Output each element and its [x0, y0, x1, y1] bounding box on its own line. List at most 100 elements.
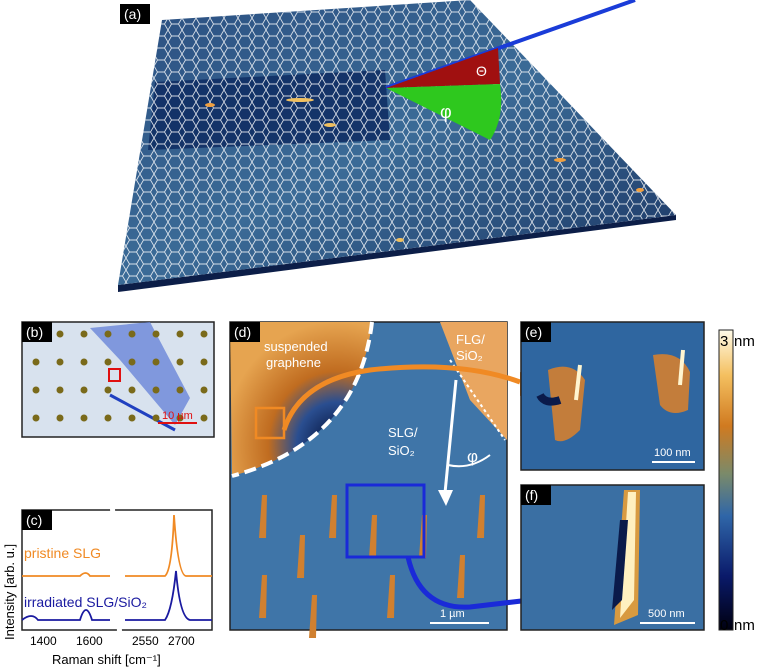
graphene-flake — [90, 322, 190, 425]
theta-label: Θ — [476, 63, 487, 79]
ion-track — [259, 575, 267, 618]
panel-d-label: (d) — [234, 324, 251, 340]
hole — [176, 414, 184, 422]
ion-track — [329, 495, 337, 538]
hole — [32, 414, 40, 422]
scalebar-f-label: 500 nm — [648, 608, 685, 620]
flg-region — [440, 322, 507, 440]
tick-1400: 1400 — [30, 634, 57, 648]
hole — [176, 330, 184, 338]
slg-direction-arrow — [443, 379, 458, 494]
hole — [80, 358, 88, 366]
panel-b: 10 µm (b) — [21, 321, 215, 438]
panel-c: pristine SLG irradiated SLG/SiO₂ 1400 16… — [2, 499, 213, 667]
hole — [152, 386, 160, 394]
hole — [80, 414, 88, 422]
track-e-1 — [574, 364, 582, 401]
flg-label-2: SiO₂ — [456, 348, 483, 363]
region-marker — [108, 368, 121, 382]
hole — [80, 386, 88, 394]
panel-a: Θ φ (a) — [118, 0, 676, 292]
slg-label-1: SLG/ — [388, 425, 418, 440]
phi-wedge — [386, 84, 502, 140]
hole — [56, 414, 64, 422]
hole — [176, 386, 184, 394]
surface-defects — [205, 98, 644, 242]
hole — [32, 386, 40, 394]
panel-d: φ suspended graphene FLG/ SiO₂ SLG/ SiO₂… — [229, 321, 556, 638]
hole — [104, 358, 112, 366]
ion-track — [457, 555, 465, 598]
hole — [56, 386, 64, 394]
sample-slab-side — [118, 215, 676, 292]
hole — [32, 358, 40, 366]
ion-track — [297, 535, 305, 578]
colorbar-max: 3 — [720, 333, 728, 350]
flg-label-1: FLG/ — [456, 332, 485, 347]
panel-f: 500 nm (f) — [520, 484, 705, 631]
flake-stripe — [109, 393, 176, 432]
scalebar-d-label: 1 µm — [440, 608, 465, 620]
hole — [152, 330, 160, 338]
hole — [128, 386, 136, 394]
panel-c-label: (c) — [26, 512, 42, 528]
suspended-label-2: graphene — [266, 355, 321, 370]
zoom-box-blue — [345, 483, 426, 559]
ion-track — [477, 495, 485, 538]
c-xlabel: Raman shift [cm⁻¹] — [52, 652, 161, 667]
panel-f-label: (f) — [525, 487, 538, 503]
arrow-to-e — [281, 364, 521, 431]
track-e-2 — [678, 349, 685, 386]
series-irradiated-line — [21, 570, 212, 621]
colorbar-gradient — [718, 329, 734, 631]
ion-track — [259, 495, 267, 538]
c-ylabel: Intensity [arb. u.] — [2, 544, 17, 640]
ion-track — [369, 515, 377, 558]
panel-e: 100 nm (e) — [520, 321, 705, 471]
hole — [176, 358, 184, 366]
theta-wedge — [386, 48, 500, 88]
hole — [80, 330, 88, 338]
hole — [152, 358, 160, 366]
suspended-label-1: suspended — [264, 339, 328, 354]
colorbar-unit-top: nm — [734, 333, 755, 350]
hole — [200, 358, 208, 366]
hole — [56, 330, 64, 338]
tick-1600: 1600 — [76, 634, 103, 648]
colorbar-min: 0 — [720, 617, 728, 634]
hole — [104, 386, 112, 394]
slg-label-2: SiO₂ — [388, 443, 415, 458]
phi-label-d: φ — [467, 447, 478, 466]
tick-2700: 2700 — [168, 634, 195, 648]
tick-2550: 2550 — [132, 634, 159, 648]
flg-edge — [449, 359, 506, 441]
colorbar: 3 nm 0 nm — [718, 329, 755, 634]
hex-lattice-a — [118, 0, 676, 285]
scalebar-e-label: 100 nm — [654, 447, 691, 459]
hole — [128, 330, 136, 338]
hole — [128, 414, 136, 422]
hole — [200, 414, 208, 422]
hole — [56, 358, 64, 366]
arrow-to-f — [405, 556, 531, 610]
hole — [200, 386, 208, 394]
panel-e-label: (e) — [525, 324, 542, 340]
colorbar-unit-bottom: nm — [734, 617, 755, 634]
hole — [200, 330, 208, 338]
series-pristine-line — [22, 514, 212, 577]
panel-b-label: (b) — [26, 324, 43, 340]
scalebar-b-label: 10 µm — [162, 410, 193, 422]
panel-a-label-box — [120, 4, 150, 24]
ion-tracks — [259, 495, 485, 638]
hole-array — [32, 330, 208, 422]
hole — [104, 330, 112, 338]
hole — [152, 414, 160, 422]
ion-track — [387, 575, 395, 618]
series-irradiated-label: irradiated SLG/SiO₂ — [24, 594, 147, 610]
hole — [104, 414, 112, 422]
ion-track — [309, 595, 317, 638]
phi-label: φ — [440, 102, 452, 122]
panel-a-label: (a) — [124, 6, 141, 22]
hole — [128, 358, 136, 366]
